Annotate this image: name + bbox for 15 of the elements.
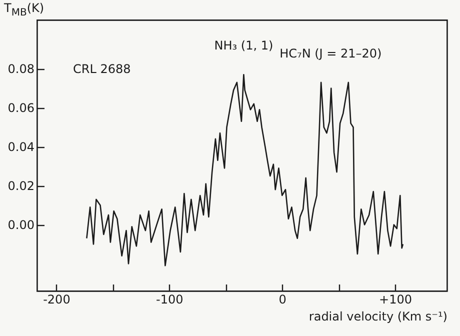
- x-tick-label: -200: [43, 292, 70, 306]
- annotation: NH₃ (1, 1): [214, 38, 274, 53]
- annotation: CRL 2688: [73, 62, 131, 76]
- x-tick-label: 0: [278, 292, 286, 306]
- x-tick-label: -100: [156, 292, 184, 306]
- y-tick-label: 0.02: [8, 179, 34, 194]
- x-tick-label: +100: [379, 292, 412, 306]
- y-tick-label: 0.04: [8, 140, 34, 154]
- line-series: [86, 74, 404, 266]
- annotation: HC₇N (J = 21–20): [280, 46, 382, 60]
- y-tick-label: 0.00: [8, 218, 34, 232]
- y-tick-label: 0.08: [8, 62, 34, 76]
- y-tick-label: 0.06: [8, 101, 34, 116]
- y-axis-title: T$_{MB}$(K): [4, 1, 44, 18]
- x-axis-title: radial velocity (Km s⁻¹): [308, 310, 448, 324]
